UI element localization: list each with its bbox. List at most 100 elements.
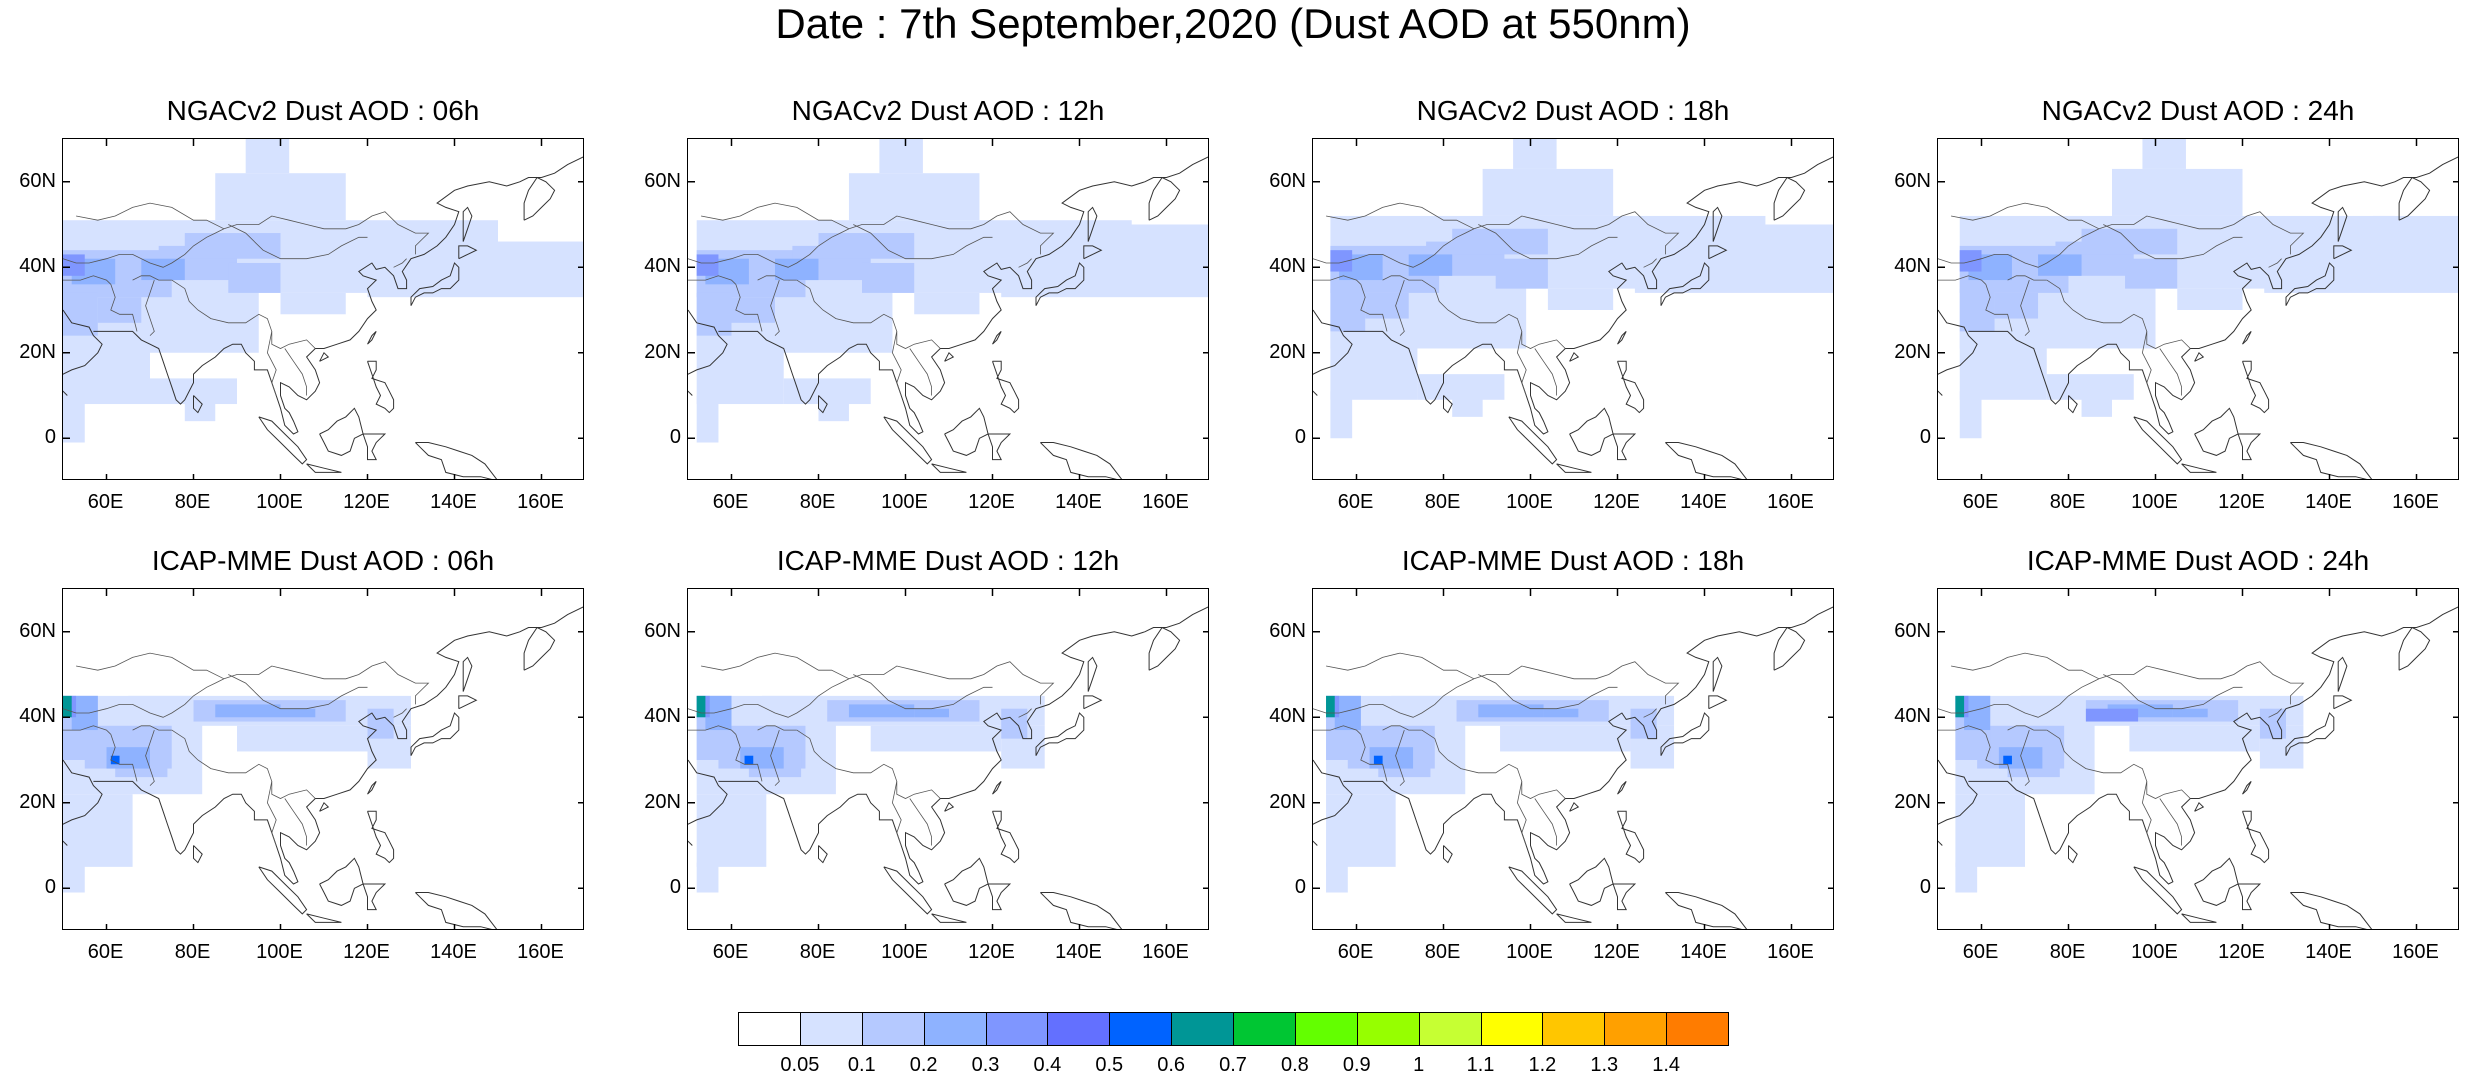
dust-aod-region [1543, 708, 1579, 718]
coastline [2242, 331, 2252, 345]
country-border [76, 202, 225, 230]
dust-aod-region [696, 794, 767, 867]
dust-aod-region [2125, 258, 2178, 289]
dust-aod-region [1079, 224, 1208, 259]
lon-tick-label: 160E [1767, 941, 1814, 963]
coastline [1035, 712, 1085, 756]
coastline [93, 606, 583, 885]
dust-aod-region [245, 139, 290, 174]
dust-aod-region [2177, 288, 2243, 310]
coastline [1087, 206, 1098, 242]
coastline [992, 360, 1020, 414]
lat-tick-label: 0 [1294, 426, 1306, 449]
dust-aod-region [696, 395, 719, 443]
coastline [1660, 712, 1710, 756]
country-border [1326, 202, 1475, 230]
colorbar [738, 1012, 1729, 1046]
coastline [2181, 463, 2217, 473]
coastline [1665, 442, 1748, 479]
coastline [2398, 176, 2431, 221]
country-border [1360, 284, 1388, 332]
lon-tick-label: 160E [517, 491, 564, 513]
coastline [883, 416, 933, 465]
coastline [944, 857, 989, 906]
coastline [258, 416, 308, 465]
map-panel [1937, 138, 2459, 480]
dust-aod-region [862, 262, 915, 293]
lat-tick-label: 20N [644, 790, 681, 813]
coastline [1712, 206, 1723, 242]
lon-tick-label: 100E [2131, 941, 2178, 963]
coastline [1040, 442, 1123, 479]
coastline [1443, 845, 1453, 864]
coastline [1148, 176, 1181, 221]
coastline [1617, 781, 1627, 795]
lon-tick-label: 60E [1337, 941, 1374, 963]
colorbar-label: 0.5 [1095, 1054, 1124, 1076]
coastline [2237, 883, 2262, 911]
country-border [688, 211, 1055, 268]
coastline [367, 810, 395, 864]
dust-aod-map [1313, 589, 1833, 929]
dust-aod-region [1959, 288, 1995, 332]
dust-aod-region [2020, 695, 2086, 718]
coastline [987, 433, 1012, 461]
dust-aod-region [215, 704, 281, 718]
coastline [523, 176, 556, 221]
country-border [1382, 275, 1422, 281]
country-border [701, 652, 850, 680]
map-panel [62, 138, 584, 480]
lon-tick-label: 60E [1337, 491, 1374, 513]
dust-aod-region [2373, 215, 2458, 276]
lon-tick-label: 120E [1593, 941, 1640, 963]
colorbar-swatch [1666, 1012, 1729, 1046]
map-panel [687, 588, 1209, 930]
dust-aod-region [2085, 708, 2139, 722]
colorbar-label: 1.4 [1652, 1054, 1681, 1076]
dust-aod-region [2081, 391, 2112, 417]
colorbar-swatch [1356, 1012, 1420, 1046]
coastline [523, 626, 556, 671]
coastline [1569, 407, 1614, 456]
lon-tick-label: 80E [174, 491, 211, 513]
country-border [796, 279, 941, 349]
coastline [1660, 262, 1710, 306]
dust-aod-region [2129, 725, 2260, 752]
coastline [415, 442, 498, 479]
lon-tick-label: 140E [430, 941, 477, 963]
coastline [2398, 626, 2431, 671]
panel-title: ICAP-MME Dust AOD : 06h [151, 545, 495, 576]
dust-aod-region [1326, 695, 1335, 718]
colorbar-label: 0.3 [971, 1054, 1000, 1076]
dust-aod-region [128, 695, 194, 718]
country-border [1018, 708, 1032, 718]
dust-aod-region [2003, 755, 2012, 765]
country-border [110, 734, 138, 782]
country-border [228, 224, 368, 260]
lon-tick-label: 160E [517, 941, 564, 963]
colorbar-label: 0.6 [1157, 1054, 1186, 1076]
lat-tick-label: 20N [1894, 340, 1931, 363]
dust-aod-region [1478, 704, 1544, 718]
dust-aod-region [228, 262, 281, 293]
country-border [1395, 729, 1405, 786]
lon-tick-label: 80E [1424, 941, 1461, 963]
country-border [1985, 284, 2013, 332]
dust-aod-region [2038, 254, 2082, 276]
colorbar-swatch [1109, 1012, 1173, 1046]
country-border [1382, 725, 1422, 731]
country-border [2007, 275, 2047, 281]
coastline [2290, 442, 2373, 479]
dust-aod-region [1365, 292, 1409, 319]
coastline [415, 892, 498, 929]
dust-aod-region [1994, 292, 2039, 319]
country-border [770, 729, 780, 786]
coastline [1612, 883, 1637, 911]
dust-aod-region [1513, 139, 1557, 169]
dust-aod-region [1373, 755, 1383, 765]
lon-tick-label: 100E [1506, 491, 1553, 513]
dust-aod-region [63, 254, 85, 276]
lon-tick-label: 140E [1680, 941, 1727, 963]
country-border [2046, 729, 2191, 799]
colorbar-swatch [1047, 1012, 1111, 1046]
